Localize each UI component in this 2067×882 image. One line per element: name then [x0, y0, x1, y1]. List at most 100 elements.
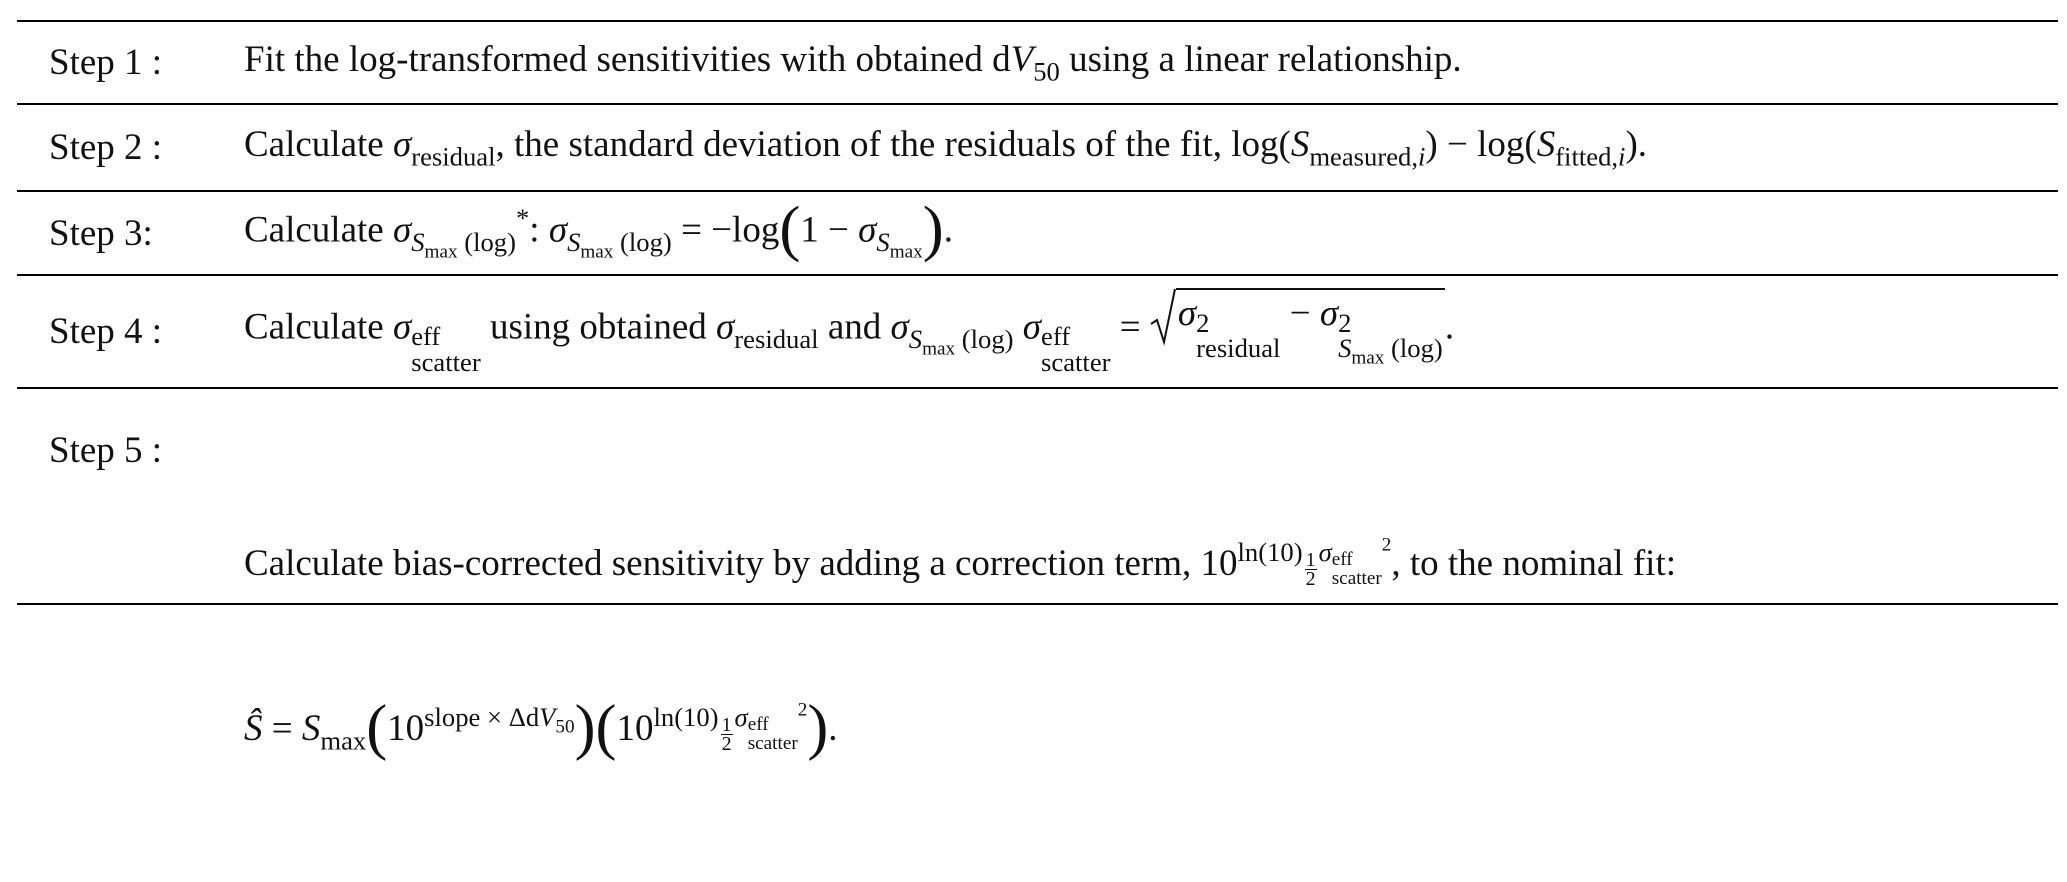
math-part: Calculate — [244, 306, 393, 348]
math-part: . — [1444, 306, 1455, 348]
math-part: σ — [1022, 306, 1042, 348]
math-part: σ — [392, 123, 412, 165]
math-part: ( — [366, 691, 388, 762]
math-part: ( — [779, 192, 801, 263]
math-part: i — [1417, 141, 1426, 172]
step-label: Step 4 : — [49, 311, 163, 352]
superscript: slope × ΔdV50 — [424, 701, 574, 738]
subscript: Smax (log) — [567, 226, 672, 263]
page: Step 1 : Fit the log-transformed sensiti… — [17, 0, 2058, 758]
math-part: 2 — [1196, 307, 1210, 338]
math-part: ) — [922, 192, 944, 263]
math-part: max — [424, 241, 458, 263]
square-root: σ 2 residual − σ 2 Smax (log) — [1150, 288, 1445, 368]
content-line: Calculate σSmax (log)*: σSmax (log) = −l… — [244, 196, 953, 264]
math-part: Calculate bias-corrected sensitivity by … — [244, 543, 1201, 585]
math-part: S — [1536, 123, 1556, 165]
math-part: eff — [747, 714, 769, 736]
math-part: Fit the log-transformed sensitivities wi… — [244, 38, 1011, 80]
math-part: * — [515, 202, 530, 233]
math-part: 2 — [797, 699, 808, 720]
math-part: 2 — [1338, 307, 1352, 338]
math-part: 50 — [555, 716, 575, 738]
math-part: = −log — [671, 209, 780, 251]
radicand: σ 2 residual − σ 2 Smax (log) — [1175, 288, 1445, 369]
math-part: = — [1110, 306, 1150, 348]
math-part: V — [1010, 38, 1034, 80]
math-part: measured, — [1309, 141, 1418, 172]
text-span — [1150, 288, 1176, 347]
math-part: ). — [1625, 123, 1648, 165]
math-part: residual — [411, 141, 496, 172]
math-part: ) — [807, 691, 829, 762]
math-part: scatter — [411, 346, 481, 377]
math-part: S — [908, 324, 923, 354]
math-part: 1 — [720, 713, 733, 736]
math-part: residual — [1196, 333, 1281, 364]
math-part: slope × Δd — [424, 701, 540, 732]
math-part: σ — [1318, 536, 1332, 567]
math-part: S — [301, 708, 321, 750]
math-part: ( — [595, 691, 617, 762]
math-part: 10 — [616, 708, 654, 750]
subscript: measured,i — [1309, 141, 1425, 171]
math-part: i — [1618, 141, 1626, 172]
content-line: Calculate bias-corrected sensitivity by … — [244, 497, 1676, 588]
text-span: Smax (log) — [1338, 333, 1443, 369]
table-row: Step 5 : Calculate bias-corrected sensit… — [17, 387, 2058, 758]
math-part: max — [1351, 347, 1385, 369]
math-part: scatter — [747, 732, 798, 754]
math-part: σ — [392, 209, 412, 251]
math-part: . — [943, 209, 953, 251]
table-row: Step 4 : Calculate σ eff scatter using obt… — [17, 274, 2058, 387]
math-part: σ — [392, 306, 412, 348]
math-part: (log) — [457, 226, 516, 257]
math-part: and — [818, 306, 891, 348]
math-part: scatter — [1041, 346, 1111, 377]
step-label: Step 3: — [49, 212, 153, 254]
content-line: Ŝ = Smax(10slope × ΔdV50)(10ln(10) 1 2 σ eff… — [244, 655, 1676, 796]
table-row: Step 2 : Calculate σresidual, the standa… — [17, 103, 2058, 190]
math-part: : — [529, 209, 549, 251]
content-line: Calculate σ eff scatter using obtained σre… — [244, 288, 1454, 375]
math-part: scatter — [1331, 567, 1382, 589]
math-part: eff — [411, 321, 441, 352]
superscript: ln(10) 1 2 σ eff scatter 2 — [653, 699, 808, 753]
math-part: 1 — [1304, 548, 1317, 571]
superscript: ln(10) 1 2 σ eff scatter 2 — [1238, 534, 1392, 588]
math-part — [1014, 307, 1023, 348]
math-part: S — [1338, 333, 1352, 364]
math-part: max — [922, 338, 956, 360]
math-part: − — [1280, 293, 1320, 335]
math-part: S — [1290, 123, 1310, 165]
math-part: σ — [716, 306, 735, 348]
math-part: 10 — [387, 708, 425, 750]
subscript: fitted,i — [1555, 141, 1625, 171]
sup-sub: eff scatter — [747, 714, 798, 754]
step-label: Step 2 : — [49, 127, 163, 168]
math-part: σ — [1319, 293, 1339, 335]
subscript: Smax (log) — [411, 226, 516, 263]
step-content: Fit the log-transformed sensitivities wi… — [244, 0, 1462, 173]
content-line: Calculate σresidual, the standard deviat… — [244, 123, 1647, 172]
math-part: σ — [548, 209, 568, 251]
math-part: ) − log( — [1425, 123, 1537, 165]
math-part: 10 — [1200, 543, 1238, 585]
math-part: S — [876, 226, 890, 257]
sup-sub: eff scatter — [411, 321, 481, 377]
math-part: ln(10) — [653, 701, 719, 732]
math-part: (log) — [613, 226, 672, 257]
math-part: (log) — [1384, 333, 1443, 364]
math-part: (log) — [955, 324, 1014, 354]
math-part: 50 — [1033, 56, 1060, 87]
math-part: σ — [858, 209, 877, 251]
math-part: Ŝ — [244, 708, 263, 750]
table-row: Step 3: Calculate σSmax (log)*: σSmax (l… — [17, 190, 2058, 274]
step-label: Step 5 : — [49, 430, 163, 471]
math-part: σ — [1177, 293, 1197, 335]
sup-sub: eff scatter — [1331, 550, 1382, 589]
math-part: σ — [734, 701, 748, 732]
math-part: , to the nominal fit: — [1391, 543, 1676, 585]
